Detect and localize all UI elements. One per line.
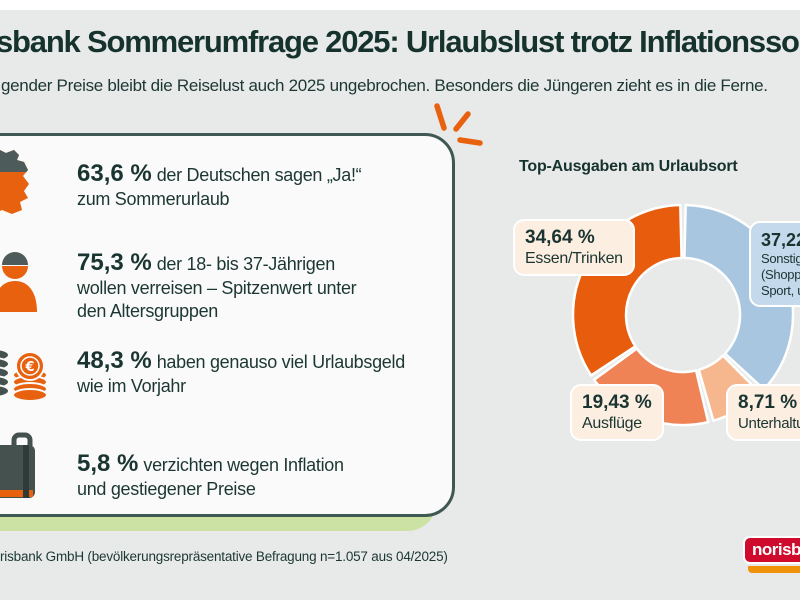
chart-title: Top-Ausgaben am Urlaubsort	[519, 158, 738, 175]
page-title: sbank Sommerumfrage 2025: Urlaubslust tr…	[0, 24, 800, 59]
stat-row-junge-reisende: 75,3 % der 18- bis 37-Jährigen wollen ver…	[77, 249, 447, 323]
callout-percentage: 19,43 %	[582, 392, 652, 413]
stat-row-verzicht: 5,8 % verzichten wegen Inflation und gest…	[77, 450, 447, 501]
source-note: risbank GmbH (bevölkerungsrepräsentative…	[0, 549, 448, 564]
callout-ausfluege: 19,43 % Ausflüge	[570, 384, 664, 441]
stat-text: der Deutschen sagen „Ja!“ zum Sommerurla…	[77, 165, 362, 209]
stat-percentage: 63,6 %	[77, 160, 152, 187]
suitcase-icon	[0, 432, 35, 498]
callout-unterhaltung: 8,71 % Unterhaltung	[726, 384, 800, 441]
callout-label: Unterhaltung	[738, 415, 800, 432]
norisbank-logo: norisbank	[743, 536, 800, 564]
stat-percentage: 5,8 %	[77, 450, 139, 477]
callout-percentage: 34,64 %	[525, 227, 595, 248]
callout-essen-trinken: 34,64 % Essen/Trinken	[513, 219, 635, 276]
page-subtitle: gender Preise bleibt die Reiselust auch …	[1, 76, 768, 95]
callout-label: Sonstiges (Shopping, Sport, u. a.)	[761, 251, 800, 298]
callout-label: Ausflüge	[582, 415, 642, 432]
stat-text: der 18- bis 37-Jährigen wollen verreisen…	[77, 254, 357, 321]
spark-burst-icon	[434, 103, 483, 146]
germany-map-icon	[0, 149, 29, 215]
callout-percentage: 8,71 %	[738, 392, 798, 413]
stat-row-sommerurlaub: 63,6 % der Deutschen sagen „Ja!“ zum Somm…	[77, 160, 447, 211]
stat-percentage: 48,3 %	[77, 347, 152, 374]
callout-sonstiges: 37,22 % Sonstiges (Shopping, Sport, u. a…	[749, 221, 800, 307]
top-white-strip	[0, 0, 800, 10]
stat-row-urlaubsgeld: 48,3 % haben genauso viel Urlaubsgeld wie…	[77, 347, 447, 398]
callout-label: Essen/Trinken	[525, 250, 623, 267]
norisbank-logo-orange-bar	[748, 566, 800, 573]
svg-text:€: €	[24, 360, 34, 375]
stat-percentage: 75,3 %	[77, 249, 152, 276]
callout-percentage: 37,22 %	[761, 230, 800, 250]
stat-text: verzichten wegen Inflation und gestiegen…	[77, 455, 344, 499]
euro-coins-icon: €	[0, 348, 48, 402]
stat-text: haben genauso viel Urlaubsgeld wie im Vo…	[77, 352, 405, 396]
stats-card	[0, 133, 455, 517]
person-icon	[0, 252, 37, 312]
